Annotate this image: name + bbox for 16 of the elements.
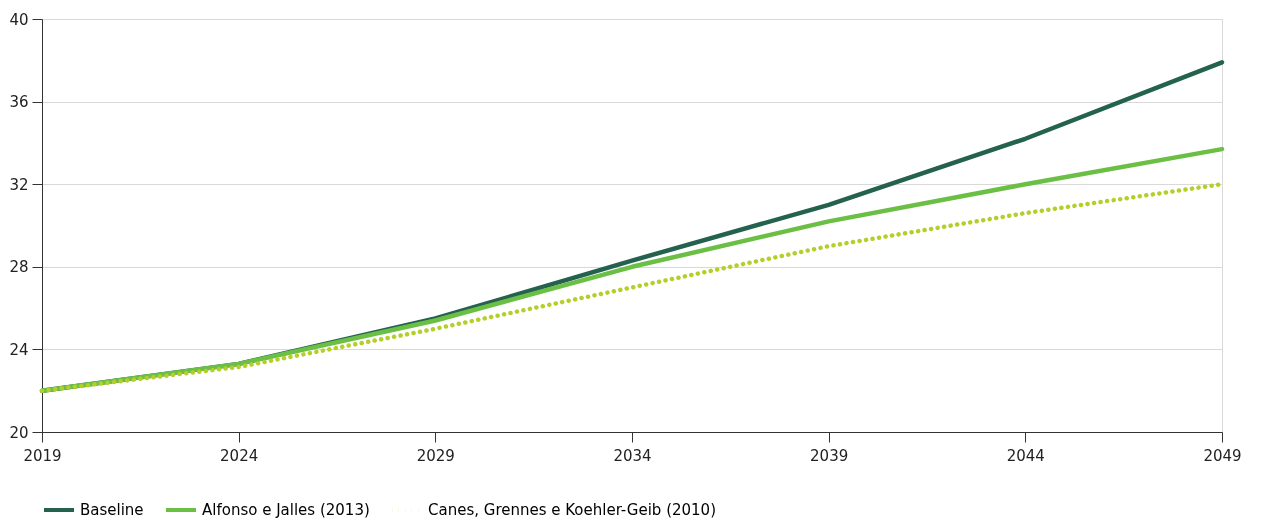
y-tick-label: 28 xyxy=(9,258,29,277)
legend-label: Canes, Grennes e Koehler-Geib (2010) xyxy=(428,501,717,519)
x-tick-label: 2049 xyxy=(1203,446,1242,465)
y-tick-label: 24 xyxy=(9,340,29,359)
x-tick-label: 2024 xyxy=(220,446,259,465)
x-tick-label: 2029 xyxy=(416,446,455,465)
y-tick-label: 36 xyxy=(9,93,29,112)
legend-label: Baseline xyxy=(80,501,144,519)
x-tick-label: 2019 xyxy=(23,446,62,465)
y-tick-label: 32 xyxy=(9,175,29,194)
y-tick-label: 20 xyxy=(9,423,29,442)
x-tick-label: 2044 xyxy=(1006,446,1045,465)
x-tick-label: 2034 xyxy=(613,446,652,465)
legend-label: Alfonso e Jalles (2013) xyxy=(202,501,370,519)
x-tick-label: 2039 xyxy=(810,446,849,465)
y-tick-label: 40 xyxy=(9,10,29,29)
